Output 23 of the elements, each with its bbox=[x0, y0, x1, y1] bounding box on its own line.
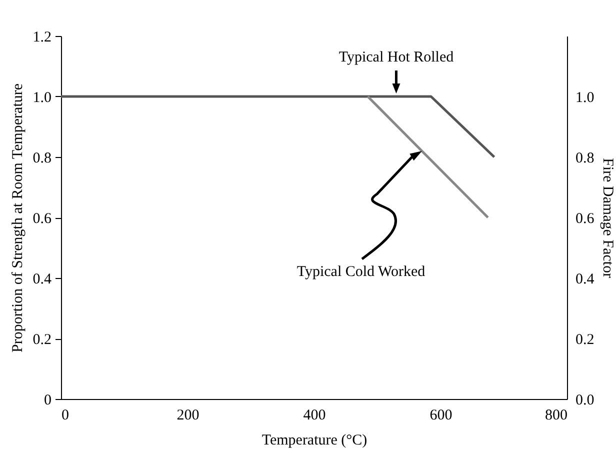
y-axis-title: Proportion of Strength at Room Temperature bbox=[10, 83, 26, 353]
y2-tick-label: 0.0 bbox=[576, 392, 594, 408]
x-tick-label: 200 bbox=[176, 408, 200, 424]
y2-tick-label: 0.2 bbox=[576, 332, 594, 348]
y-tick-label: 1.0 bbox=[32, 90, 52, 106]
annotation: Typical Hot Rolled bbox=[338, 50, 454, 66]
y2-tick-label: 0.6 bbox=[576, 211, 595, 227]
x-tick-label: 400 bbox=[303, 408, 326, 424]
y-tick-label: 0.8 bbox=[32, 150, 52, 166]
y2-axis-title: Fire Damage Factor bbox=[599, 158, 616, 278]
y2-tick-label: 0.4 bbox=[576, 272, 595, 288]
x-axis-title: Temperature (°C) bbox=[262, 432, 368, 448]
y-tick-label: 0.2 bbox=[32, 332, 52, 348]
y-tick-label: 0 bbox=[44, 392, 52, 408]
y2-tick-label: 1.0 bbox=[576, 90, 594, 106]
y-tick-label: 0.4 bbox=[32, 272, 52, 288]
y-tick-label: 0.6 bbox=[32, 211, 52, 227]
x-tick-label: 600 bbox=[430, 408, 452, 424]
x-tick-label: 0 bbox=[62, 408, 69, 424]
y-tick-label: 1.2 bbox=[32, 30, 52, 46]
y2-tick-label: 0.8 bbox=[576, 150, 594, 166]
x-tick-label: 800 bbox=[545, 408, 568, 424]
annotation: Typical Cold Worked bbox=[296, 264, 426, 280]
